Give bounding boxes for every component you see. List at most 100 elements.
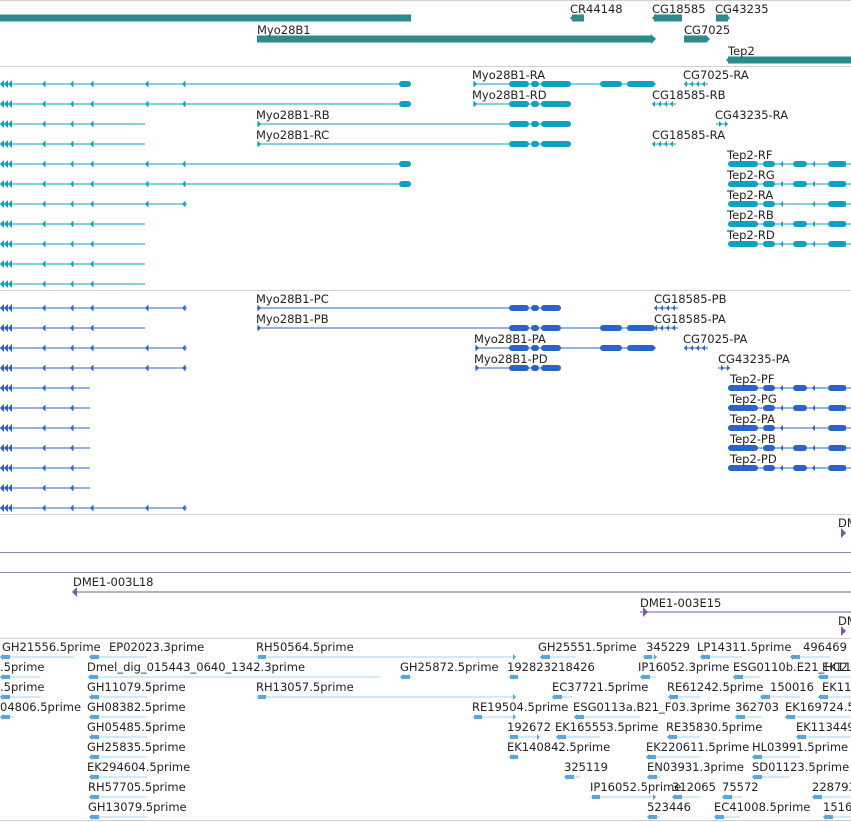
transcript-label-tep2-rd[interactable]: Tep2-RD (726, 228, 775, 242)
est-label[interactable]: 362703 (735, 700, 779, 714)
strand-arrow-left-icon (812, 221, 815, 227)
transcript-label-tep2-ra[interactable]: Tep2-RA (726, 188, 773, 202)
transcript-label-cg18585-rb[interactable]: CG18585-RB (652, 88, 726, 102)
transcript-label-cg18585-ra[interactable]: CG18585-RA (652, 128, 725, 142)
est-block (670, 695, 678, 699)
est-label[interactable]: LP14311.5prime (697, 640, 791, 654)
est-label[interactable]: GH08382.5prime (87, 700, 186, 714)
est-label[interactable]: RH13057.5prime (256, 680, 354, 694)
est-label[interactable]: GH25835.5prime (87, 740, 186, 754)
strand-arrow-left-icon (8, 324, 12, 332)
est-label[interactable]: RE19504.5prime (472, 700, 568, 714)
transcript-label-myo28b1-rb[interactable]: Myo28B1-RB (256, 108, 330, 122)
protein-label-myo28b1-pa[interactable]: Myo28B1-PA (474, 332, 546, 346)
est-label[interactable]: EK113449.5p (796, 720, 851, 734)
est-label[interactable]: 345229 (646, 640, 690, 654)
protein-label-tep2-pa[interactable]: Tep2-PA (729, 412, 775, 426)
est-block (91, 815, 99, 819)
transcript-label-tep2-rg[interactable]: Tep2-RG (726, 168, 775, 182)
est-label[interactable]: GH13079.5prime (88, 800, 187, 814)
est-label[interactable]: EK11 (822, 660, 851, 674)
est-label[interactable]: 325119 (564, 760, 608, 774)
est-label[interactable]: EC41008.5prime (714, 800, 810, 814)
est-label[interactable]: HL03991.5prime (752, 740, 848, 754)
cut-feature-label[interactable]: DM (838, 614, 851, 628)
est-label[interactable]: RE35830.5prime (666, 720, 762, 734)
gene-label-myo28b1[interactable]: Myo28B1 (257, 23, 311, 37)
est-label[interactable]: Dmel_dig_015443_0640_1342.3prime (87, 660, 305, 674)
est-label[interactable]: 04806.5prime (0, 700, 81, 714)
strand-arrow-right-icon (473, 80, 477, 88)
est-label[interactable]: 312065 (672, 780, 716, 794)
est-label[interactable]: RH50564.5prime (256, 640, 354, 654)
est-label[interactable]: EK165553.5prime (555, 720, 658, 734)
gene-label-cg18585[interactable]: CG18585 (652, 2, 706, 16)
est-label[interactable]: 192823218426 (507, 660, 595, 674)
est-label[interactable]: GH21556.5prime (2, 640, 101, 654)
est-label[interactable]: EN03931.3prime (647, 760, 744, 774)
protein-label-tep2-pg[interactable]: Tep2-PG (729, 392, 777, 406)
transcript-label-myo28b1-ra[interactable]: Myo28B1-RA (472, 68, 545, 82)
protein-label-tep2-pd[interactable]: Tep2-PD (729, 452, 777, 466)
exon-block (828, 161, 846, 167)
gene-label-tep2[interactable]: Tep2 (727, 44, 755, 58)
est-label[interactable]: ESG0110b.E21_H02 (733, 660, 848, 674)
transcript-label-myo28b1-rd[interactable]: Myo28B1-RD (472, 88, 547, 102)
est-label[interactable]: RE61242.5prime (667, 680, 763, 694)
est-label[interactable]: EK11 (822, 680, 851, 694)
transcript-label-tep2-rb[interactable]: Tep2-RB (726, 208, 774, 222)
est-label[interactable]: GH25872.5prime (400, 660, 499, 674)
clone-label-dme1-003l18[interactable]: DME1-003L18 (73, 575, 154, 589)
protein-label-myo28b1-pc[interactable]: Myo28B1-PC (256, 292, 329, 306)
protein-label-cg7025-pa[interactable]: CG7025-PA (683, 332, 748, 346)
est-label[interactable]: IP16052.5prime (590, 780, 681, 794)
est-label[interactable]: EK169724.5 (785, 700, 851, 714)
protein-label-cg18585-pa[interactable]: CG18585-PA (654, 312, 726, 326)
track-divider (0, 514, 851, 515)
est-label[interactable]: 192672 (507, 720, 551, 734)
protein-label-tep2-pb[interactable]: Tep2-PB (729, 432, 776, 446)
gene-label-cr44148[interactable]: CR44148 (570, 2, 623, 16)
est-label[interactable]: 150016 (770, 680, 814, 694)
protein-label-myo28b1-pd[interactable]: Myo28B1-PD (474, 352, 548, 366)
exon-block (828, 425, 846, 431)
transcript-label-cg43235-ra[interactable]: CG43235-RA (715, 108, 788, 122)
est-label[interactable]: RH57705.5prime (88, 780, 186, 794)
est-label[interactable]: EK140842.5prime (507, 740, 610, 754)
protein-label-cg18585-pb[interactable]: CG18585-PB (654, 292, 727, 306)
est-label[interactable]: EP02023.3prime (109, 640, 204, 654)
strand-arrow-right-icon (257, 120, 261, 128)
transcript-label-tep2-rf[interactable]: Tep2-RF (726, 148, 773, 162)
protein-label-cg43235-pa[interactable]: CG43235-PA (718, 352, 790, 366)
est-label[interactable]: GH11079.5prime (87, 680, 186, 694)
est-label[interactable]: EK220611.5prime (646, 740, 749, 754)
est-label[interactable]: EC37721.5prime (552, 680, 648, 694)
est-label[interactable]: .5prime (0, 680, 44, 694)
est-label[interactable]: 523446 (647, 800, 691, 814)
clone-label-dme1-003e15[interactable]: DME1-003E15 (640, 596, 721, 610)
est-label[interactable]: 1516 (823, 800, 851, 814)
est-label[interactable]: SD01123.5prime (752, 760, 849, 774)
exon-block (763, 425, 775, 431)
transcript-label-myo28b1-rc[interactable]: Myo28B1-RC (256, 128, 329, 142)
est-label[interactable]: IP16052.3prime (638, 660, 729, 674)
exon-block (541, 121, 571, 127)
cut-feature-label[interactable]: DM (838, 516, 851, 530)
protein-label-tep2-pf[interactable]: Tep2-PF (729, 372, 774, 386)
est-label[interactable]: 75572 (722, 780, 759, 794)
est-label[interactable]: ESG0113a.B21_F03.3prime (573, 700, 730, 714)
est-label[interactable]: GH25551.5prime (538, 640, 637, 654)
est-block (735, 675, 743, 679)
est-label[interactable]: .5prime (0, 660, 44, 674)
protein-label-myo28b1-pb[interactable]: Myo28B1-PB (256, 312, 329, 326)
gene-label-cg43235[interactable]: CG43235 (715, 2, 769, 16)
est-label[interactable]: EK294604.5prime (87, 760, 190, 774)
gene-label-cg7025[interactable]: CG7025 (684, 23, 730, 37)
est-label[interactable]: 496469 (803, 640, 847, 654)
est-label[interactable]: GH05485.5prime (87, 720, 186, 734)
strand-arrow-left-icon (70, 120, 74, 128)
transcript-label-cg7025-ra[interactable]: CG7025-RA (683, 68, 749, 82)
est-label[interactable]: 228793485 (812, 780, 851, 794)
